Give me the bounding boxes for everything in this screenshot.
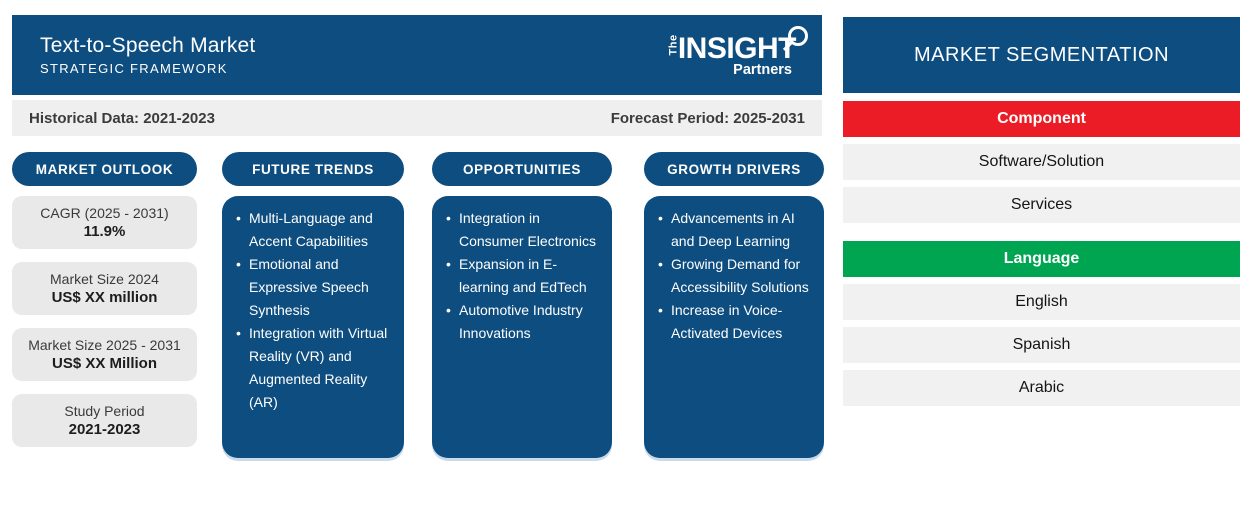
column-market-outlook: MARKET OUTLOOK CAGR (2025 - 2031) 11.9% … [12,152,197,460]
future-trends-header: FUTURE TRENDS [222,152,404,186]
historical-data-label: Historical Data: 2021-2023 [29,109,215,127]
stat-market-size-forecast: Market Size 2025 - 2031 US$ XX Million [12,328,197,381]
growth-drivers-list: Advancements in AI and Deep Learning Gro… [658,207,810,345]
list-item: Automotive Industry Innovations [446,299,598,345]
opportunities-header: OPPORTUNITIES [432,152,612,186]
market-segmentation-panel: MARKET SEGMENTATION Component Software/S… [843,17,1240,413]
stat-label: Study Period [64,403,145,419]
column-growth-drivers: GROWTH DRIVERS Advancements in AI and De… [644,152,824,458]
stat-study-period: Study Period 2021-2023 [12,394,197,447]
logo-partners-text: Partners [733,62,792,78]
magnifier-icon [782,26,808,52]
list-item: Emotional and Expressive Speech Synthesi… [236,253,390,322]
segment-item-english: English [843,284,1240,320]
list-item: Expansion in E-learning and EdTech [446,253,598,299]
stat-label: CAGR (2025 - 2031) [40,205,169,221]
stat-value: US$ XX Million [51,355,157,372]
column-future-trends: FUTURE TRENDS Multi-Language and Accent … [222,152,404,458]
period-bar: Historical Data: 2021-2023 Forecast Peri… [12,100,822,136]
segment-item-services: Services [843,187,1240,223]
list-item: Increase in Voice-Activated Devices [658,299,810,345]
page-subtitle: STRATEGIC FRAMEWORK [40,61,228,76]
report-titles: Text-to-Speech Market STRATEGIC FRAMEWOR… [12,34,255,76]
logo-insight-text: INSIGHT [677,32,797,65]
segment-item-software-solution: Software/Solution [843,144,1240,180]
growth-drivers-card: Advancements in AI and Deep Learning Gro… [644,196,824,458]
segment-category-language: Language [843,241,1240,277]
logo-wordmark: The INSIGHT [667,26,808,65]
list-item: Integration in Consumer Electronics [446,207,598,253]
page-title: Text-to-Speech Market [40,34,256,57]
future-trends-list: Multi-Language and Accent Capabilities E… [236,207,390,414]
list-item: Multi-Language and Accent Capabilities [236,207,390,253]
stat-market-size-2024: Market Size 2024 US$ XX million [12,262,197,315]
stat-cagr: CAGR (2025 - 2031) 11.9% [12,196,197,249]
list-item: Integration with Virtual Reality (VR) an… [236,322,390,414]
list-item: Growing Demand for Accessibility Solutio… [658,253,810,299]
market-segmentation-header: MARKET SEGMENTATION [843,17,1240,93]
forecast-period-label: Forecast Period: 2025-2031 [610,109,805,127]
stat-value: 11.9% [83,223,126,240]
stat-value: 2021-2023 [68,421,141,438]
market-outlook-header: MARKET OUTLOOK [12,152,197,186]
stat-value: US$ XX million [51,289,158,306]
segment-item-arabic: Arabic [843,370,1240,406]
opportunities-list: Integration in Consumer Electronics Expa… [446,207,598,345]
logo-the-text: The [667,34,680,56]
column-opportunities: OPPORTUNITIES Integration in Consumer El… [432,152,612,458]
growth-drivers-header: GROWTH DRIVERS [644,152,824,186]
segment-category-component: Component [843,101,1240,137]
insight-partners-logo: The INSIGHT Partners [667,26,808,78]
future-trends-card: Multi-Language and Accent Capabilities E… [222,196,404,458]
stat-label: Market Size 2024 [50,271,159,287]
report-header: Text-to-Speech Market STRATEGIC FRAMEWOR… [12,15,822,95]
stat-label: Market Size 2025 - 2031 [28,337,181,353]
list-item: Advancements in AI and Deep Learning [658,207,810,253]
segment-item-spanish: Spanish [843,327,1240,363]
opportunities-card: Integration in Consumer Electronics Expa… [432,196,612,458]
